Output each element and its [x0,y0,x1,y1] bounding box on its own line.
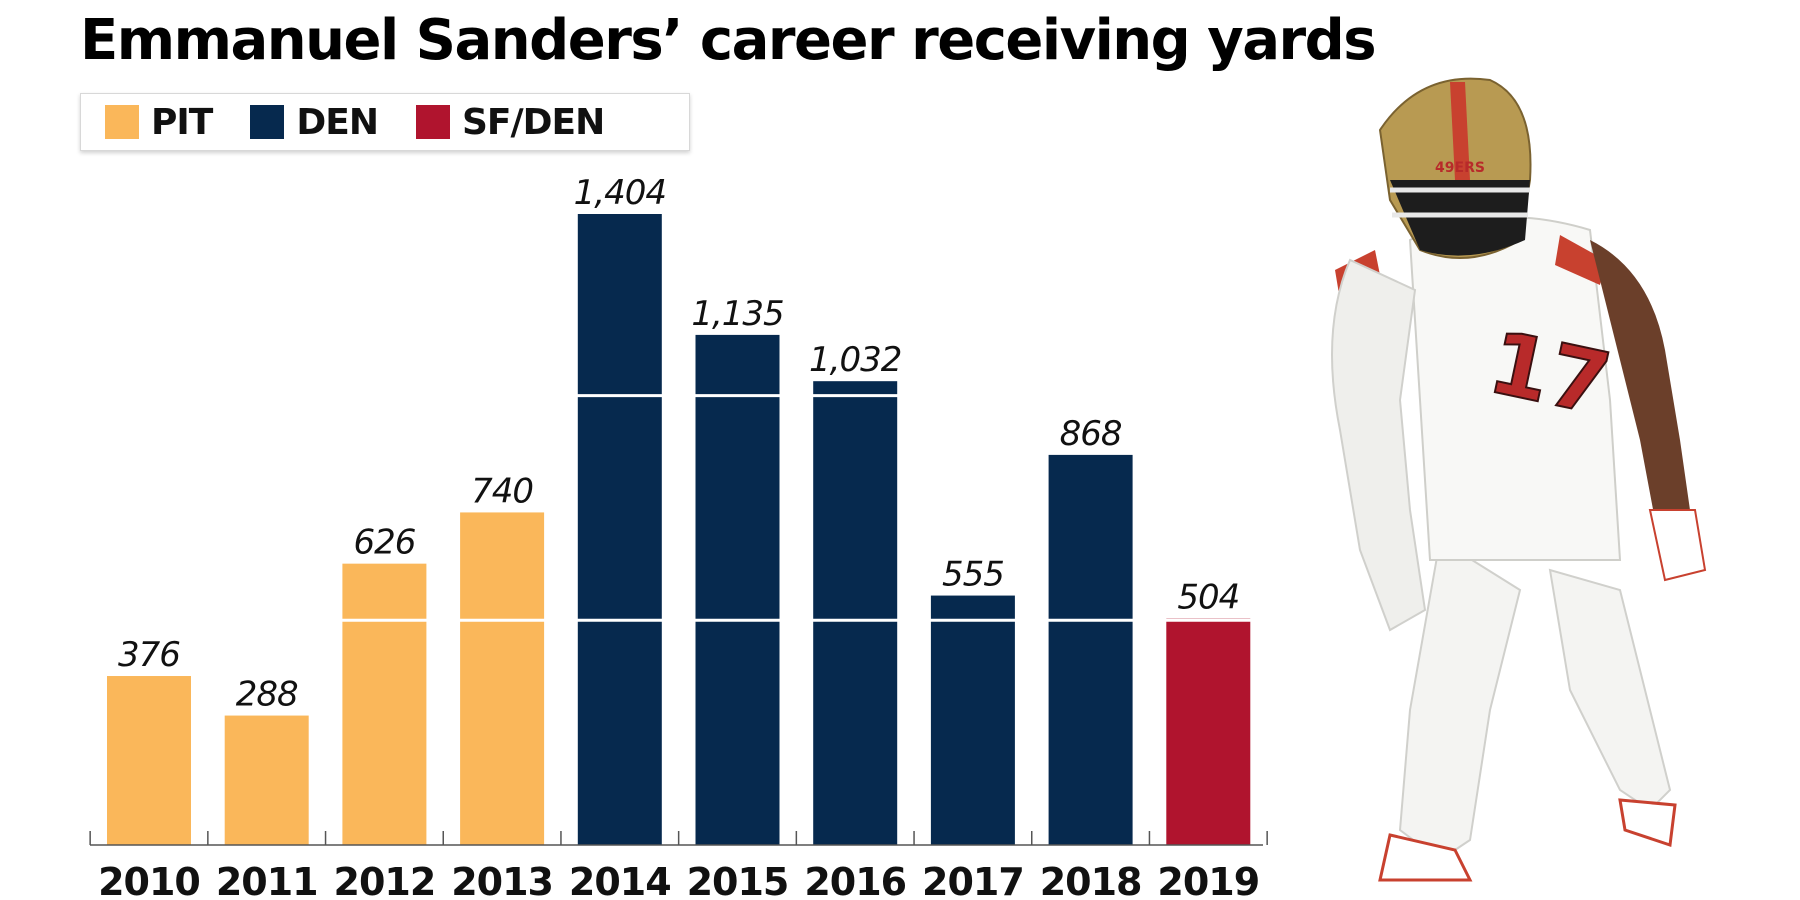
bar-2016 [813,381,898,845]
bar-chart: 376 2010 288 2011 626 2012 740 2013 1,404 2014 1,1… [89,173,1268,900]
bar-2019 [1166,618,1251,845]
legend-item-sf-den: SF/DEN [415,101,605,143]
value-label-2010: 376 [118,635,180,675]
legend-label-den: DEN [296,101,379,143]
value-label-2014: 1,404 [574,173,666,213]
legend: PIT DEN SF/DEN [80,93,690,151]
bar-2018 [1048,454,1133,845]
year-label-2011: 2011 [216,860,318,900]
legend-item-pit: PIT [105,101,213,143]
bar-2014 [577,214,662,845]
year-label-2017: 2017 [922,860,1024,900]
value-label-2011: 288 [236,675,298,715]
bar-2015 [695,334,780,845]
legend-label-pit: PIT [151,101,213,143]
value-label-2016: 1,032 [809,340,901,380]
bar-2011 [224,715,309,845]
value-label-2015: 1,135 [691,294,783,334]
legend-swatch-den [250,105,285,139]
football-player-photo: 17 49ERS [1331,77,1707,882]
year-label-2013: 2013 [451,860,553,900]
legend-label-sf-den: SF/DEN [461,101,605,143]
bar-2012 [342,563,427,845]
jersey-number: 17 [1481,313,1619,436]
legend-item-den: DEN [250,101,379,143]
chart-title: Emmanuel Sanders’ career receiving yards [80,8,1377,73]
value-label-2012: 626 [353,523,415,563]
value-label-2013: 740 [471,471,533,511]
bar-2010 [107,676,191,845]
value-label-2018: 868 [1060,414,1122,454]
year-label-2010: 2010 [98,860,200,900]
year-label-2015: 2015 [687,860,789,900]
year-label-2016: 2016 [804,860,906,900]
bar-2013 [460,512,545,845]
year-label-2018: 2018 [1040,860,1142,900]
bar-2017 [930,595,1015,845]
value-label-2019: 504 [1177,577,1239,617]
legend-swatch-pit [105,105,139,139]
year-label-2014: 2014 [569,860,671,900]
value-label-2017: 555 [942,555,1004,595]
legend-swatch-sf-den [415,105,450,139]
year-label-2012: 2012 [334,860,436,900]
helmet-logo: 49ERS [1435,160,1485,176]
player-figure: 17 49ERS [1331,77,1707,882]
year-label-2019: 2019 [1157,860,1259,900]
